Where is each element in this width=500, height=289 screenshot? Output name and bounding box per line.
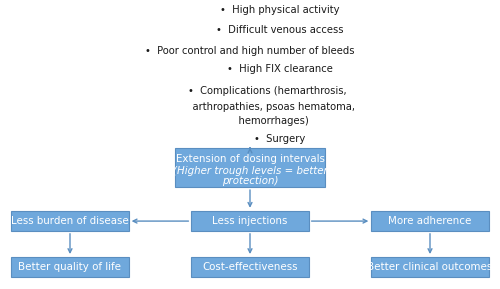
Text: Better quality of life: Better quality of life: [18, 262, 122, 272]
FancyBboxPatch shape: [175, 148, 325, 187]
Text: Less injections: Less injections: [212, 216, 288, 226]
FancyBboxPatch shape: [12, 257, 129, 277]
Text: protection): protection): [222, 176, 278, 186]
FancyBboxPatch shape: [191, 257, 308, 277]
Text: •  Surgery: • Surgery: [254, 134, 306, 144]
FancyBboxPatch shape: [371, 257, 488, 277]
Text: •  Difficult venous access: • Difficult venous access: [216, 25, 344, 35]
Text: (Higher trough levels = better: (Higher trough levels = better: [172, 166, 328, 175]
Text: •  Poor control and high number of bleeds: • Poor control and high number of bleeds: [145, 46, 355, 55]
Text: •  High physical activity: • High physical activity: [220, 5, 340, 15]
FancyBboxPatch shape: [12, 211, 129, 231]
Text: More adherence: More adherence: [388, 216, 471, 226]
Text: Extension of dosing intervals: Extension of dosing intervals: [176, 154, 324, 164]
FancyBboxPatch shape: [371, 211, 488, 231]
Text: Cost-effectiveness: Cost-effectiveness: [202, 262, 298, 272]
Text: Less burden of disease: Less burden of disease: [11, 216, 129, 226]
Text: •  High FIX clearance: • High FIX clearance: [227, 64, 333, 74]
Text: •  Complications (hemarthrosis,: • Complications (hemarthrosis,: [188, 86, 347, 96]
Text: arthropathies, psoas hematoma,: arthropathies, psoas hematoma,: [180, 102, 355, 112]
FancyBboxPatch shape: [191, 211, 308, 231]
Text: Better clinical outcomes: Better clinical outcomes: [368, 262, 492, 272]
Text: hemorrhages): hemorrhages): [226, 116, 309, 126]
